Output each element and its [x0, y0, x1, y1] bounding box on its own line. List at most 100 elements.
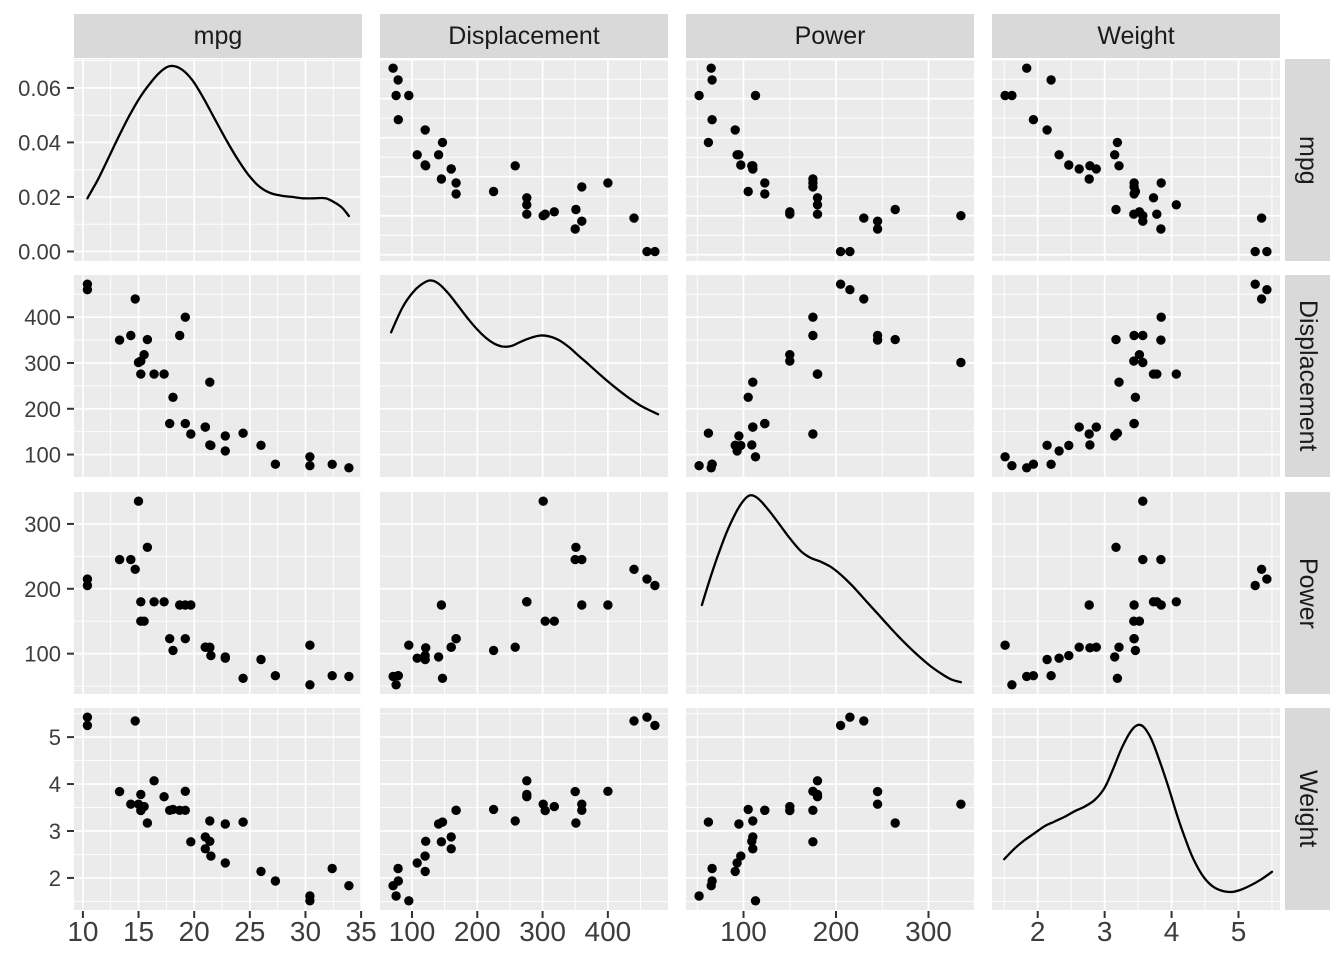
- data-point: [650, 246, 660, 257]
- data-point: [808, 786, 818, 796]
- data-point: [451, 189, 461, 199]
- data-point: [305, 452, 315, 462]
- row-strip-displacement: Displacement: [1285, 275, 1330, 477]
- y-tick-label: 4: [49, 772, 61, 797]
- data-point: [1074, 642, 1084, 652]
- data-point: [1156, 600, 1166, 610]
- row-strip-power: Power: [1285, 492, 1330, 694]
- y-axis-row-Power: 100 200 300: [24, 512, 74, 667]
- gridlines-minor: [74, 59, 362, 261]
- data-point: [872, 216, 883, 226]
- data-point: [206, 650, 216, 661]
- data-point: [393, 876, 403, 886]
- data-point: [451, 178, 461, 188]
- data-point: [629, 716, 639, 726]
- data-point: [538, 799, 548, 809]
- data-point: [437, 673, 448, 683]
- data-point: [1250, 279, 1260, 289]
- data-point: [1130, 392, 1141, 402]
- data-point: [1007, 90, 1017, 101]
- data-point: [436, 837, 447, 847]
- data-point: [730, 866, 740, 877]
- data-point: [256, 866, 266, 877]
- data-point: [577, 182, 587, 192]
- data-point: [522, 193, 532, 203]
- data-point: [433, 150, 444, 160]
- data-point: [165, 634, 175, 644]
- data-point: [747, 440, 757, 450]
- data-point: [436, 174, 447, 184]
- data-point: [1129, 356, 1139, 366]
- data-point: [1171, 369, 1182, 379]
- data-point: [180, 805, 190, 815]
- data-point: [420, 866, 430, 877]
- data-point: [344, 881, 354, 891]
- data-point: [706, 63, 716, 73]
- data-point: [603, 178, 613, 188]
- data-point: [220, 431, 230, 441]
- data-point: [1156, 335, 1166, 345]
- data-point: [835, 246, 846, 257]
- y-tick-label: 300: [24, 351, 61, 376]
- data-point: [522, 209, 532, 219]
- density-curve: [86, 64, 351, 218]
- panel-background: [380, 275, 668, 477]
- panel-Weight-x-mpg: [74, 708, 362, 910]
- data-point: [142, 818, 153, 828]
- data-point: [114, 554, 125, 565]
- row-strip-label: Displacement: [1294, 300, 1322, 452]
- panel-Displacement-x-mpg: [74, 275, 362, 477]
- data-point: [1085, 161, 1095, 171]
- data-point: [956, 799, 966, 809]
- x-tick-label: 35: [346, 916, 377, 947]
- data-point: [159, 369, 169, 379]
- data-point: [327, 459, 337, 469]
- data-point: [859, 716, 869, 726]
- data-point: [650, 580, 660, 591]
- panel-background: [992, 275, 1280, 477]
- data-point: [433, 819, 444, 829]
- data-point: [890, 204, 900, 215]
- data-point: [149, 776, 159, 786]
- data-point: [220, 446, 230, 456]
- data-point: [421, 836, 431, 846]
- data-point: [538, 211, 548, 221]
- data-point: [305, 461, 315, 471]
- data-point: [1138, 330, 1148, 341]
- data-point: [1074, 164, 1084, 174]
- data-point: [186, 600, 196, 610]
- data-point: [412, 653, 422, 663]
- data-point: [760, 178, 770, 188]
- data-point: [82, 285, 93, 295]
- data-point: [1129, 330, 1139, 341]
- row-strip-mpg: mpg: [1285, 59, 1330, 261]
- data-point: [1046, 459, 1056, 469]
- data-point: [186, 429, 196, 439]
- column-strip-label: Weight: [1097, 21, 1175, 50]
- data-point: [522, 789, 532, 800]
- y-tick-label: 200: [24, 397, 61, 422]
- data-point: [205, 816, 215, 826]
- panel-background: [380, 59, 668, 261]
- x-tick-label: 30: [290, 916, 321, 947]
- data-point: [808, 330, 818, 341]
- data-point: [133, 357, 144, 368]
- data-point: [750, 452, 761, 462]
- data-point: [538, 496, 548, 506]
- data-point: [1084, 600, 1094, 610]
- data-point: [446, 642, 456, 652]
- gridlines-major: [992, 492, 1280, 694]
- x-tick-label: 20: [179, 916, 210, 947]
- data-point: [750, 90, 761, 101]
- column-strip-label: Displacement: [448, 21, 600, 50]
- data-point: [1262, 285, 1272, 295]
- data-point: [812, 369, 823, 379]
- y-tick-label: 300: [24, 512, 61, 537]
- data-point: [707, 115, 717, 125]
- data-point: [1091, 422, 1102, 432]
- data-point: [747, 836, 757, 846]
- data-point: [1028, 115, 1039, 125]
- data-point: [1138, 357, 1148, 368]
- data-point: [488, 804, 499, 815]
- panel-background: [992, 59, 1280, 261]
